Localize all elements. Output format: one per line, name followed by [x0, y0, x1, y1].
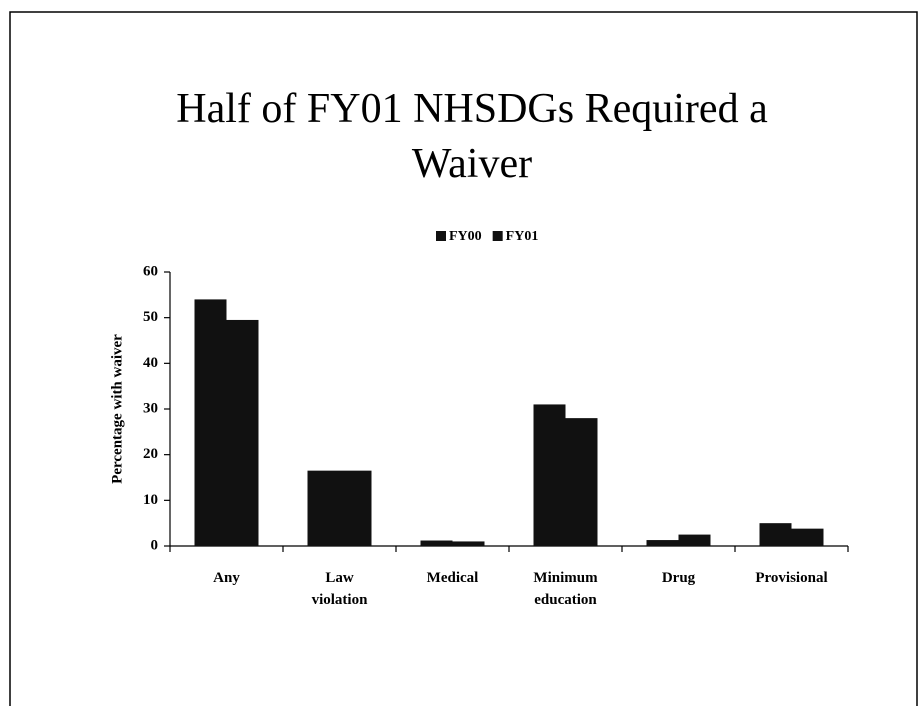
chart-title: Waiver	[412, 141, 532, 187]
x-tick-label: Drug	[662, 570, 696, 586]
bar	[307, 470, 340, 546]
x-tick-label: Medical	[427, 570, 479, 586]
legend-label: FY00	[449, 229, 482, 244]
x-tick-label: Minimum education	[533, 570, 598, 608]
bar	[452, 541, 485, 546]
y-tick-label: 50	[143, 309, 158, 325]
y-tick-label: 30	[143, 400, 158, 416]
x-tick-label-line: Law	[325, 570, 354, 586]
y-tick-label: 60	[143, 263, 158, 279]
bar	[678, 534, 711, 546]
bar	[533, 404, 566, 546]
bar	[194, 299, 227, 546]
bar	[759, 523, 792, 546]
y-tick-label: 40	[143, 355, 158, 371]
x-tick-label: Law violation	[312, 570, 368, 608]
bar	[791, 528, 824, 546]
y-tick-label: 10	[143, 492, 158, 508]
y-axis-label: Percentage with waiver	[109, 334, 125, 484]
bar	[339, 470, 372, 546]
y-tick-label: 20	[143, 446, 158, 462]
x-tick-label: Provisional	[755, 570, 827, 586]
x-tick-label-line: education	[534, 592, 597, 608]
x-tick-label-line: Minimum	[533, 570, 598, 586]
x-tick-label: Any	[213, 570, 240, 586]
x-tick-label-line: violation	[312, 592, 368, 608]
legend-swatch	[492, 231, 503, 241]
legend-label: FY01	[506, 229, 539, 244]
bar	[646, 540, 679, 546]
bar	[420, 540, 453, 546]
frame	[9, 11, 918, 706]
legend-swatch	[436, 231, 446, 241]
y-tick-label: 0	[151, 537, 159, 553]
bar	[565, 418, 598, 546]
bar	[226, 319, 259, 546]
chart-title: Half of FY01 NHSDGs Required a	[176, 86, 768, 132]
